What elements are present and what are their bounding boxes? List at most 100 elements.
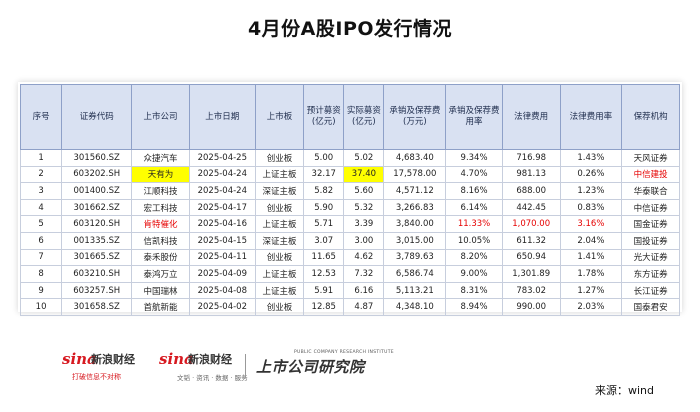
cell-index: 4 (19, 198, 63, 217)
cell-underwriting-rate: 8.20% (445, 248, 503, 267)
cell-legal-fee: 716.98 (501, 149, 561, 167)
sina-finance-logo-1: sina 新浪财经 打破信息不对称 (62, 350, 152, 381)
cell-company: 肯特催化 (131, 215, 190, 233)
cell-date: 2025-04-15 (188, 231, 256, 250)
cell-index: 3 (19, 182, 63, 200)
cell-expected-raise: 12.53 (303, 265, 345, 283)
table-row: 1 301560.SZ 众捷汽车 2025-04-25 创业板 5.00 5.02 4,683… (19, 149, 680, 167)
cell-board: 深证主板 (254, 182, 305, 200)
cell-legal-rate: 2.04% (559, 231, 623, 250)
cell-underwriting-rate: 9.34% (445, 149, 503, 167)
table-row: 2 603202.SH 天有为 2025-04-24 上证主板 32.17 37.40 17,… (19, 165, 680, 184)
cell-sponsor: 东方证券 (621, 265, 680, 283)
cell-legal-rate: 0.26% (559, 165, 623, 184)
cell-index: 1 (19, 149, 63, 167)
cell-sponsor: 华泰联合 (621, 182, 680, 200)
header-legal-fee: 法律费用 (501, 84, 561, 150)
cell-index: 9 (19, 281, 63, 300)
sina-tagline: 打破信息不对称 (72, 373, 121, 381)
cell-underwriting-fee: 3,015.00 (383, 231, 447, 250)
cell-expected-raise: 5.82 (303, 182, 345, 200)
table-row: 7 301665.SZ 泰禾股份 2025-04-11 创业板 11.65 4.62 3,78… (19, 248, 680, 267)
cell-expected-raise: 3.07 (303, 231, 345, 250)
header-sponsor: 保荐机构 (621, 84, 680, 150)
cell-board: 深证主板 (254, 231, 305, 250)
cell-code: 301658.SZ (61, 298, 133, 316)
cell-legal-rate: 1.43% (559, 149, 623, 167)
cell-underwriting-fee: 4,348.10 (383, 298, 447, 316)
cell-actual-raise: 5.02 (343, 149, 385, 167)
cell-underwriting-fee: 5,113.21 (383, 281, 447, 300)
cell-actual-raise: 37.40 (343, 165, 385, 184)
cell-company: 泰禾股份 (131, 248, 190, 267)
cell-code: 001335.SZ (61, 231, 133, 250)
cell-legal-fee: 990.00 (501, 298, 561, 316)
cell-underwriting-fee: 6,586.74 (383, 265, 447, 283)
cell-actual-raise: 3.39 (343, 215, 385, 233)
cell-board: 创业板 (254, 149, 305, 167)
table-row: 6 001335.SZ 信凯科技 2025-04-15 深证主板 3.07 3.00 3,01… (19, 231, 680, 250)
cell-expected-raise: 11.65 (303, 248, 345, 267)
institute-english-name: PUBLIC COMPANY RESEARCH INSTITUTE (294, 350, 394, 355)
header-board: 上市板 (254, 84, 305, 150)
cell-date: 2025-04-16 (188, 215, 256, 233)
header-company: 上市公司 (131, 84, 190, 150)
cell-index: 2 (19, 165, 63, 184)
table-row: 10 301658.SZ 首航新能 2025-04-02 创业板 12.85 4.87 4,3… (19, 298, 680, 316)
cell-actual-raise: 5.32 (343, 198, 385, 217)
cell-board: 上证主板 (254, 165, 305, 184)
cell-underwriting-fee: 3,840.00 (383, 215, 447, 233)
cell-code: 001400.SZ (61, 182, 133, 200)
cell-underwriting-rate: 4.70% (445, 165, 503, 184)
cell-sponsor: 中信证券 (621, 198, 680, 217)
header-expected-raise: 预计募资 (亿元) (303, 84, 345, 150)
cell-company: 众捷汽车 (131, 149, 190, 167)
header-actual-raise: 实际募资 (亿元) (343, 84, 385, 150)
cell-underwriting-rate: 11.33% (445, 215, 503, 233)
cell-date: 2025-04-02 (188, 298, 256, 316)
cell-underwriting-fee: 4,571.12 (383, 182, 447, 200)
header-index: 序号 (19, 84, 63, 150)
header-underwriting-fee: 承销及保荐费 (万元) (383, 84, 447, 150)
table-row: 3 001400.SZ 江顺科技 2025-04-24 深证主板 5.82 5.60 4,57… (19, 182, 680, 200)
cell-expected-raise: 5.00 (303, 149, 345, 167)
cell-index: 7 (19, 248, 63, 267)
cell-legal-rate: 1.78% (559, 265, 623, 283)
cell-index: 8 (19, 265, 63, 283)
header-underwriting-rate: 承销及保荐费 用率 (445, 84, 503, 150)
cell-date: 2025-04-24 (188, 182, 256, 200)
cell-date: 2025-04-25 (188, 149, 256, 167)
cell-actual-raise: 5.60 (343, 182, 385, 200)
cell-underwriting-rate: 9.00% (445, 265, 503, 283)
institute-name: 上市公司研究院 (256, 358, 365, 376)
cell-actual-raise: 4.62 (343, 248, 385, 267)
cell-index: 5 (19, 215, 63, 233)
cell-board: 上证主板 (254, 215, 305, 233)
logo-divider (245, 354, 246, 378)
cell-company: 首航新能 (131, 298, 190, 316)
cell-code: 603120.SH (61, 215, 133, 233)
cell-date: 2025-04-08 (188, 281, 256, 300)
cell-underwriting-fee: 17,578.00 (383, 165, 447, 184)
cell-board: 创业板 (254, 248, 305, 267)
cell-board: 上证主板 (254, 265, 305, 283)
cell-underwriting-fee: 3,266.83 (383, 198, 447, 217)
cell-legal-fee: 981.13 (501, 165, 561, 184)
cell-board: 创业板 (254, 298, 305, 316)
sina-finance-name: 新浪财经 (91, 353, 135, 366)
sina-logo: sina (159, 350, 194, 368)
cell-company: 泰鸿万立 (131, 265, 190, 283)
sina-finance-logo-2: sina 新浪财经 文韬 · 资讯 · 数据 · 服务 (159, 350, 259, 382)
cell-legal-fee: 1,301.89 (501, 265, 561, 283)
cell-sponsor: 天风证券 (621, 149, 680, 167)
header-date: 上市日期 (188, 84, 256, 150)
ipo-table: 序号 证券代码 上市公司 上市日期 上市板 预计募资 (亿元) 实际募资 (亿元) … (19, 84, 680, 316)
cell-company: 天有为 (131, 165, 190, 184)
cell-date: 2025-04-24 (188, 165, 256, 184)
header-legal-rate: 法律费用率 (559, 84, 623, 150)
cell-date: 2025-04-11 (188, 248, 256, 267)
cell-code: 603202.SH (61, 165, 133, 184)
table-header-row: 序号 证券代码 上市公司 上市日期 上市板 预计募资 (亿元) 实际募资 (亿元) … (19, 84, 680, 150)
cell-legal-rate: 0.83% (559, 198, 623, 217)
cell-legal-rate: 1.23% (559, 182, 623, 200)
